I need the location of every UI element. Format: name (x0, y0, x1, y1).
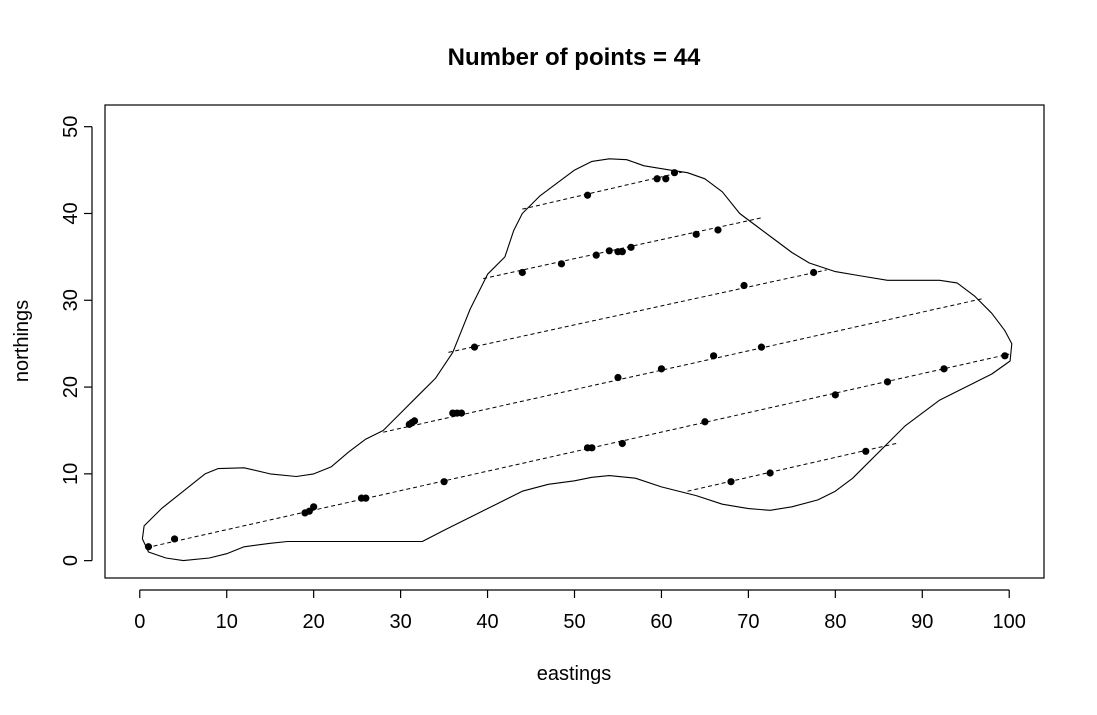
data-point (662, 175, 670, 183)
y-tick-label: 30 (60, 289, 82, 311)
data-point (618, 439, 626, 448)
y-tick-label: 40 (60, 202, 82, 224)
data-point (831, 391, 839, 399)
x-tick-label: 70 (737, 611, 759, 633)
data-point (440, 478, 448, 486)
data-point (518, 268, 526, 277)
data-point (627, 243, 635, 251)
transect-line-1 (146, 353, 1010, 549)
data-point (757, 343, 766, 351)
data-point (714, 226, 722, 234)
x-tick-label: 100 (993, 611, 1026, 633)
x-tick-label: 10 (216, 611, 238, 633)
data-point (766, 469, 774, 477)
data-point (410, 417, 419, 425)
data-point (727, 478, 735, 486)
data-point (310, 503, 318, 511)
x-axis-label: eastings (537, 663, 612, 685)
data-point (605, 247, 613, 255)
data-point (588, 444, 596, 452)
transect-line-3 (383, 298, 984, 433)
y-tick-label: 0 (60, 555, 82, 566)
data-point (618, 248, 626, 256)
y-axis-label: northings (11, 300, 33, 382)
data-point (470, 343, 479, 351)
data-point (692, 230, 700, 238)
data-point (144, 543, 153, 551)
y-tick-label: 50 (60, 116, 82, 138)
x-tick-label: 60 (650, 611, 672, 633)
data-point (670, 169, 679, 177)
data-point (614, 373, 622, 382)
data-point (557, 260, 566, 268)
plot-frame (104, 104, 1045, 579)
data-point (1001, 352, 1009, 360)
x-tick-label: 40 (476, 611, 498, 633)
x-tick-label: 90 (911, 611, 933, 633)
survey-boundary (141, 158, 1013, 562)
data-point (740, 281, 748, 290)
data-point (653, 175, 661, 183)
y-tick-label: 10 (60, 463, 82, 485)
data-point (940, 365, 948, 373)
data-point (657, 365, 666, 373)
transect-line-4 (448, 269, 827, 353)
data-point (701, 418, 709, 426)
data-point (862, 447, 870, 455)
y-tick-label: 20 (60, 376, 82, 398)
x-tick-label: 50 (563, 611, 585, 633)
data-point (170, 535, 179, 543)
data-point (592, 251, 600, 259)
data-point (457, 409, 466, 417)
transect-lines-layer (146, 171, 1010, 549)
transect-line-2 (687, 442, 897, 492)
x-axis: 0 10 20 30 40 50 60 70 80 90 100 (134, 589, 1026, 633)
x-tick-label: 80 (824, 611, 846, 633)
y-axis: 0 10 20 30 40 50 (60, 116, 93, 566)
data-point (583, 191, 592, 199)
x-tick-label: 20 (303, 611, 325, 633)
data-point (883, 378, 892, 386)
x-tick-label: 30 (389, 611, 411, 633)
data-point (710, 352, 718, 360)
data-point (809, 268, 818, 277)
data-points-layer (144, 169, 1009, 551)
data-point (362, 494, 370, 502)
chart-title: Number of points = 44 (448, 44, 701, 71)
x-tick-label: 0 (134, 611, 145, 633)
survey-boundary-layer (141, 158, 1013, 562)
